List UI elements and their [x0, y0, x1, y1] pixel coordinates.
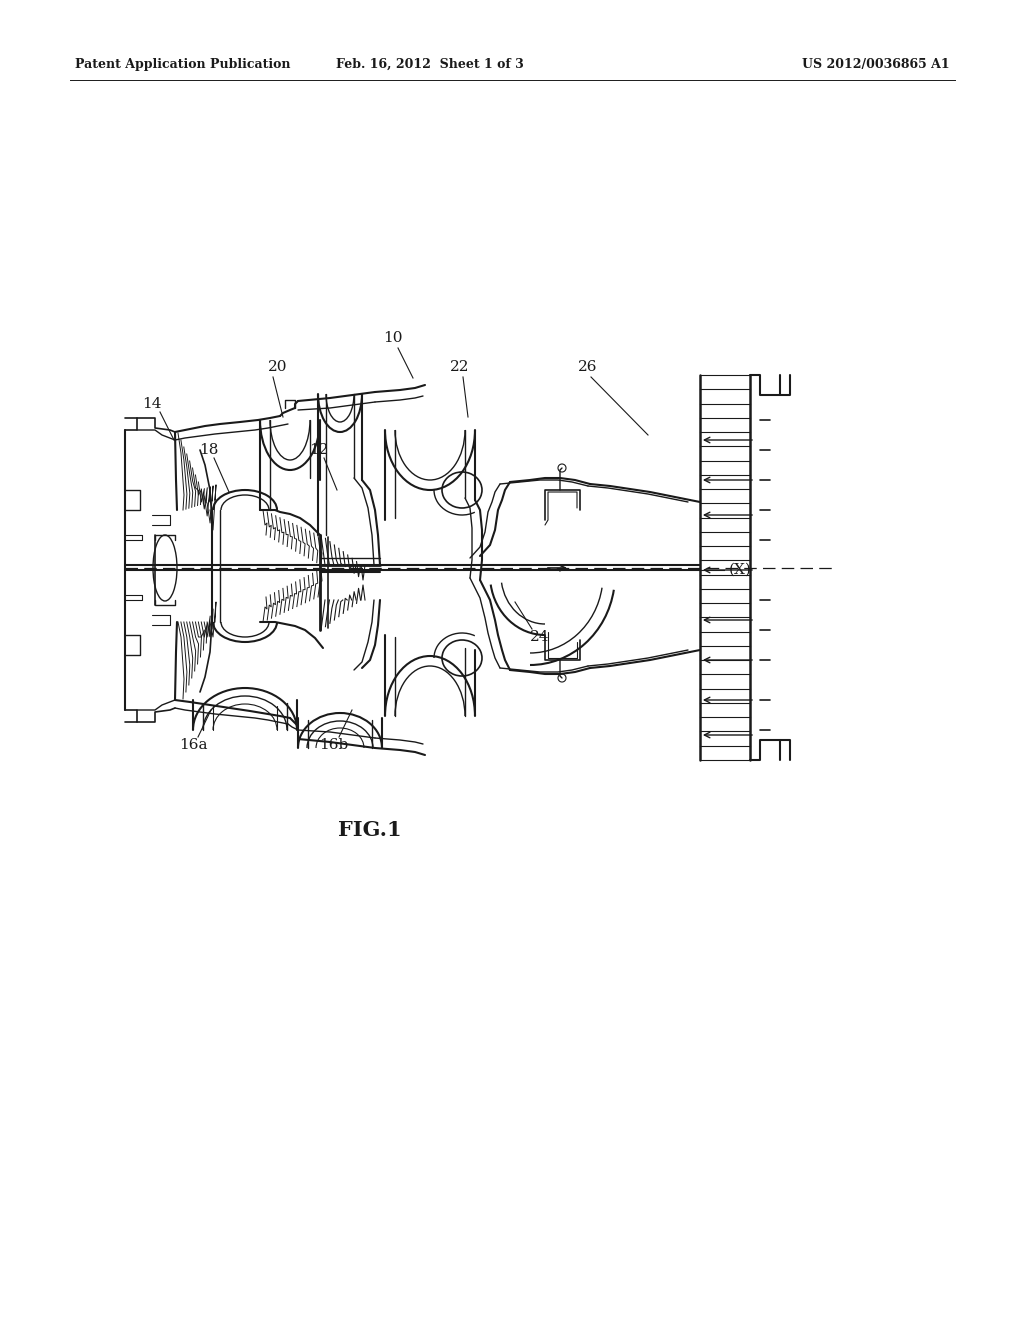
Text: 20: 20	[268, 360, 288, 374]
Text: 10: 10	[383, 331, 402, 345]
Text: Patent Application Publication: Patent Application Publication	[75, 58, 291, 71]
Text: Feb. 16, 2012  Sheet 1 of 3: Feb. 16, 2012 Sheet 1 of 3	[336, 58, 524, 71]
Text: 14: 14	[142, 397, 162, 411]
Text: 24: 24	[530, 630, 550, 644]
Text: FIG.1: FIG.1	[338, 820, 401, 840]
Text: US 2012/0036865 A1: US 2012/0036865 A1	[803, 58, 950, 71]
Text: 18: 18	[200, 444, 219, 457]
Text: 16a: 16a	[179, 738, 207, 752]
Text: 16b: 16b	[319, 738, 348, 752]
Text: (X): (X)	[729, 564, 752, 577]
Text: 22: 22	[451, 360, 470, 374]
Text: 26: 26	[579, 360, 598, 374]
Text: 12: 12	[309, 444, 329, 457]
